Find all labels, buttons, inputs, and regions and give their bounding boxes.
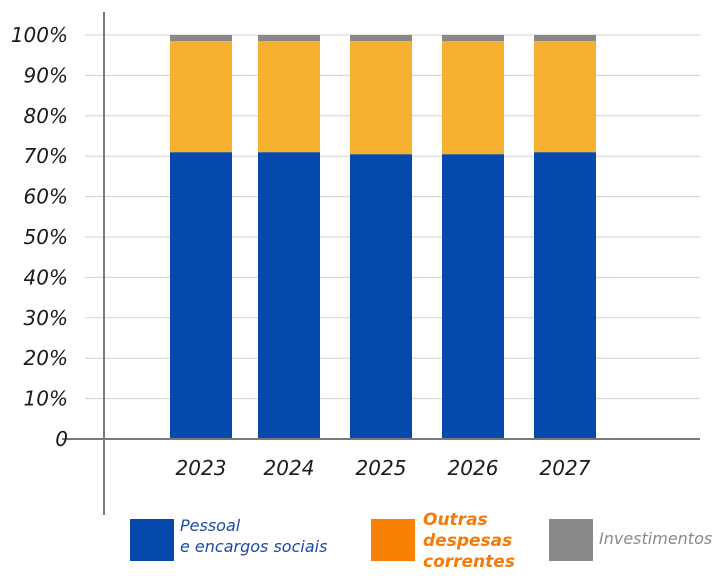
bar-segment-other (442, 41, 504, 155)
legend-label-investments: Investimentos (599, 528, 712, 549)
y-tick-label: 40% (24, 265, 68, 289)
bar-segment-investments (258, 35, 320, 42)
y-tick-label: 60% (24, 185, 68, 209)
y-tick-label: 0 (55, 427, 68, 451)
x-tick-label: 2024 (264, 456, 315, 480)
bar-segment-personal (258, 152, 320, 439)
y-tick-labels: 0 10% 20% 30% 40% 50% 60% 70% 80% 90% 100% (11, 23, 68, 451)
legend-investments-line1: Investimentos (599, 529, 713, 548)
y-tick-label: 70% (24, 144, 68, 168)
bars (170, 35, 596, 439)
legend-label-personal: Pessoal e encargos sociais (180, 515, 327, 557)
x-tick-label: 2025 (356, 456, 407, 480)
bar-segment-personal (442, 154, 504, 439)
legend-label-other: Outras despesas correntes (423, 510, 515, 573)
bar-segment-other (350, 41, 412, 155)
bar-segment-investments (350, 35, 412, 42)
legend-swatch-other (371, 519, 415, 561)
bar-segment-personal (170, 152, 232, 439)
bar-segment-other (170, 41, 232, 153)
axes (62, 12, 700, 515)
legend-personal-line2: e encargos sociais (180, 537, 328, 556)
bar-segment-personal (350, 154, 412, 439)
bar-segment-other (258, 41, 320, 153)
y-tick-label: 20% (24, 346, 68, 370)
x-tick-label: 2026 (448, 456, 499, 480)
bar-segment-other (534, 41, 596, 153)
x-tick-label: 2027 (540, 456, 591, 480)
bar-segment-investments (170, 35, 232, 42)
y-tick-label: 80% (24, 104, 68, 128)
y-tick-label: 10% (24, 387, 68, 411)
y-tick-label: 90% (24, 63, 68, 87)
x-tick-labels: 2023 2024 2025 2026 2027 (176, 456, 591, 480)
y-tick-label: 30% (24, 306, 68, 330)
y-tick-label: 50% (24, 225, 68, 249)
legend-swatch-investments (549, 519, 593, 561)
legend-other-line3: correntes (423, 552, 515, 572)
legend-other-line1: Outras (423, 510, 488, 530)
x-tick-label: 2023 (176, 456, 227, 480)
legend-other-line2: despesas (423, 531, 513, 551)
legend-swatch-personal (130, 519, 174, 561)
legend-personal-line1: Pessoal (180, 516, 241, 535)
bar-segment-investments (534, 35, 596, 42)
bar-segment-investments (442, 35, 504, 42)
y-tick-label: 100% (11, 23, 68, 47)
bar-segment-personal (534, 152, 596, 439)
